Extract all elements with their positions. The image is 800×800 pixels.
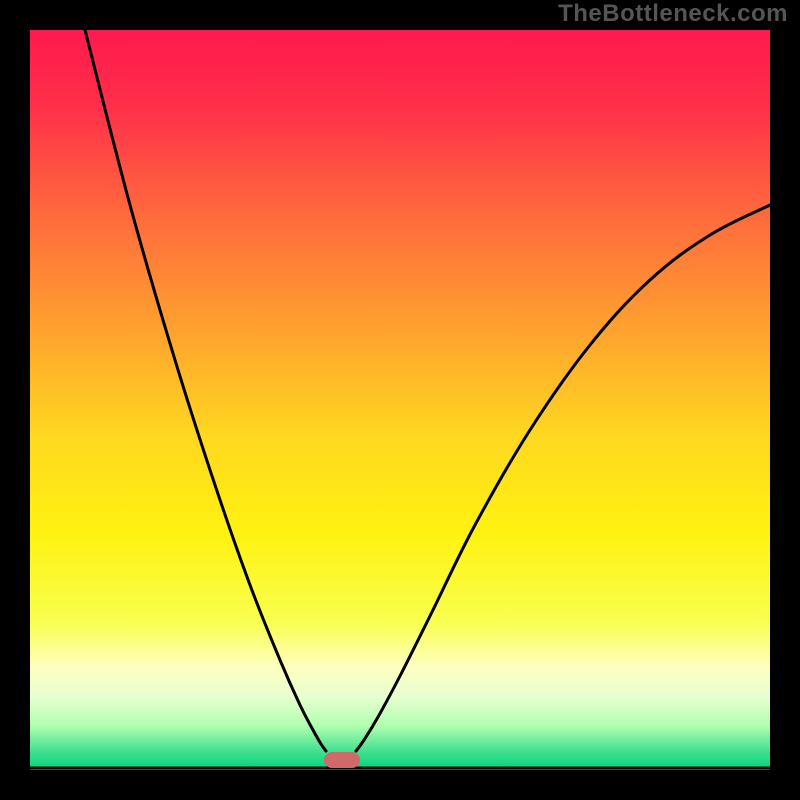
- watermark-text: TheBottleneck.com: [558, 0, 788, 28]
- plot-background: [30, 30, 770, 770]
- bottleneck-chart: [0, 0, 800, 800]
- chart-frame: { "watermark": { "text": "TheBottleneck.…: [0, 0, 800, 800]
- plot-area: [30, 30, 770, 770]
- trough-marker: [324, 752, 360, 768]
